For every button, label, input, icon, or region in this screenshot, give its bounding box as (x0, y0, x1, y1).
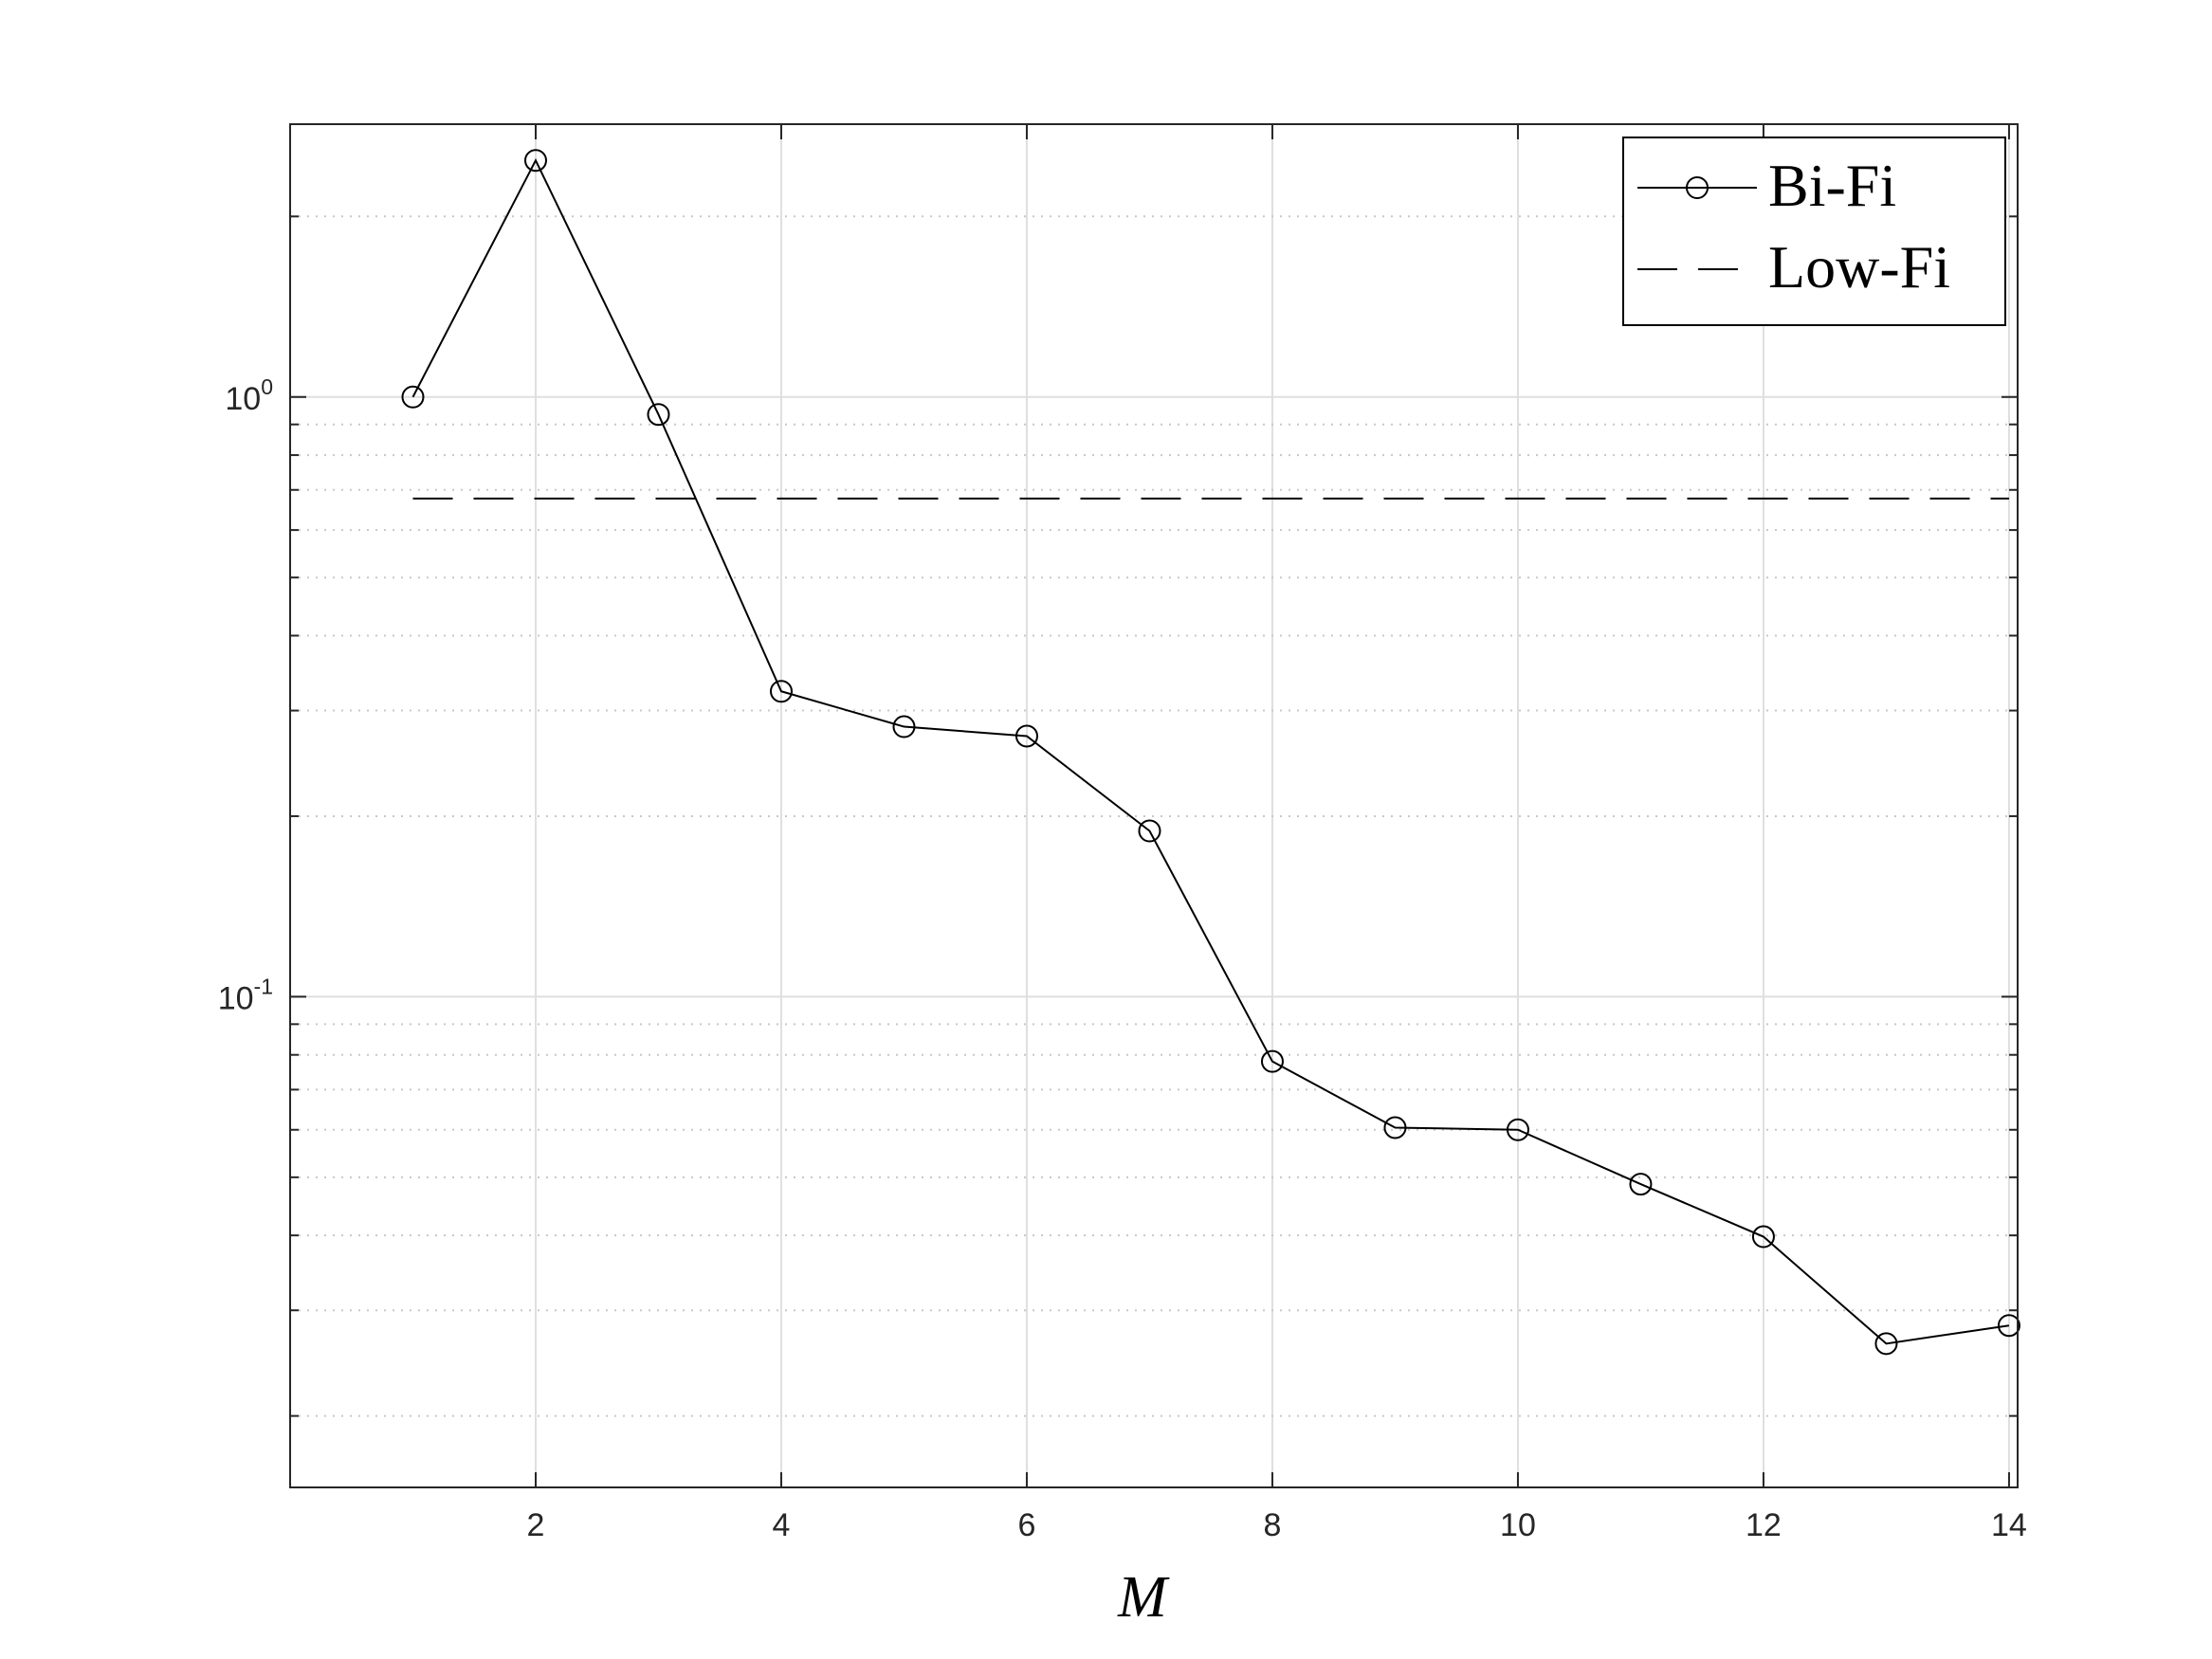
x-tick-label: 2 (527, 1507, 545, 1543)
data-point (647, 403, 670, 427)
x-tick-label: 4 (773, 1507, 791, 1543)
y-tick-label: 100 (225, 374, 273, 417)
data-point (1629, 1173, 1653, 1196)
legend-bifi-label: Bi-Fi (1768, 152, 1896, 219)
data-point (401, 385, 425, 409)
y-tick-label: 10-1 (218, 974, 273, 1016)
data-point (1260, 1049, 1284, 1073)
x-tick-label: 6 (1018, 1507, 1036, 1543)
data-point (1997, 1314, 2020, 1338)
grid (290, 124, 2018, 1487)
plot-frame (289, 123, 2019, 1488)
data-point (892, 715, 916, 738)
data-point (523, 149, 547, 173)
data-point (1751, 1225, 1775, 1249)
data-point (1506, 1118, 1529, 1141)
data-point (769, 680, 793, 703)
x-tick-label: 14 (1991, 1507, 2027, 1543)
plot-background (290, 124, 2018, 1487)
x-tick-label: 10 (1500, 1507, 1536, 1543)
series-line-bi-fi (411, 157, 2010, 1345)
data-point (1383, 1116, 1407, 1139)
legend-lowfi-label: Low-Fi (1768, 233, 1950, 301)
x-axis-title: M (1117, 1565, 1170, 1630)
legend-bifi-marker (1686, 176, 1709, 199)
ticks: 2 4 6 8 10 12 14 100 10-1 (218, 124, 2027, 1543)
data-point (1015, 724, 1038, 748)
x-tick-label: 8 (1264, 1507, 1282, 1543)
data-point (1874, 1332, 1898, 1356)
legend: Bi-Fi Low-Fi (1622, 137, 2006, 326)
data-point (1138, 819, 1161, 843)
legend-box (1622, 137, 2006, 326)
series-layer (401, 149, 2020, 1356)
x-tick-label: 12 (1746, 1507, 1782, 1543)
